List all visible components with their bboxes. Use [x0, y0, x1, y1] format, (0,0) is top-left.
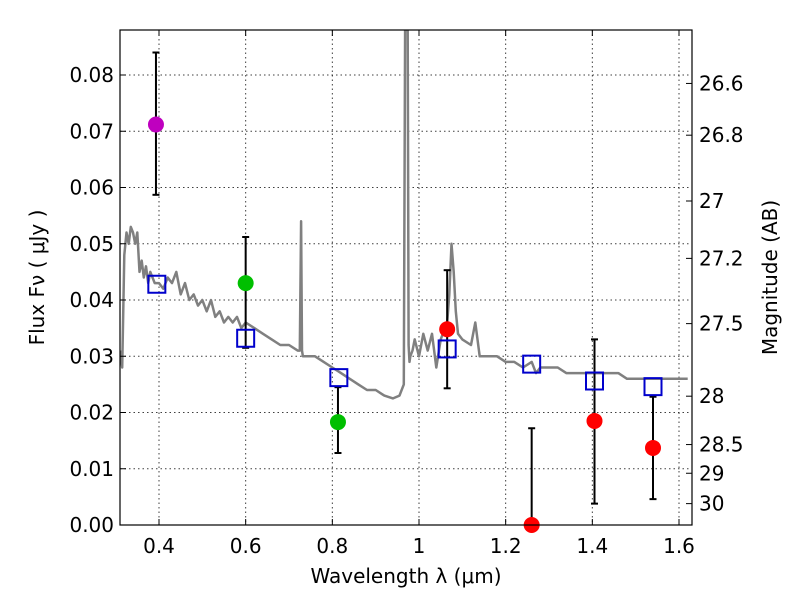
spectrum-line — [120, 30, 688, 400]
mag-tick-label: 26.8 — [699, 123, 744, 147]
axis-ticks: 0.4 0.6 0.8 1 1.2 1.4 1.6 0.00 0.01 0.02 0.03 0.04 0… — [69, 30, 744, 558]
model-square-marker — [236, 328, 256, 348]
mag-tick-label: 27 — [699, 189, 724, 213]
model-square-marker — [643, 377, 663, 397]
observed-point-marker — [329, 414, 346, 431]
y-axis-label: Flux Fν ( μJy ) — [25, 210, 49, 346]
observed-point-marker — [645, 439, 661, 456]
x-tick-label: 1 — [413, 534, 426, 558]
right-axis-label: Magnitude (AB) — [758, 200, 782, 355]
observed-point-marker — [147, 116, 164, 133]
mag-tick-label: 26.6 — [699, 71, 744, 95]
y-tick-label: 0.07 — [69, 119, 114, 143]
x-tick-label: 1.6 — [663, 534, 695, 558]
y-tick-label: 0.04 — [69, 288, 114, 312]
mag-tick-label: 30 — [699, 492, 724, 516]
y-tick-label: 0.03 — [69, 344, 114, 368]
y-tick-label: 0.05 — [69, 232, 114, 256]
x-axis-label: Wavelength λ (μm) — [310, 564, 501, 588]
x-tick-label: 0.6 — [230, 534, 262, 558]
observed-point-marker — [439, 321, 456, 338]
model-square-marker — [585, 371, 604, 391]
x-tick-label: 0.8 — [316, 534, 348, 558]
mag-tick-label: 29 — [699, 461, 724, 485]
x-tick-label: 1.4 — [576, 534, 608, 558]
plot-layer — [120, 30, 688, 400]
y-tick-label: 0.06 — [69, 176, 114, 200]
x-tick-label: 1.2 — [490, 534, 522, 558]
y-tick-label: 0.00 — [69, 513, 114, 537]
y-tick-label: 0.08 — [69, 63, 114, 87]
model-square-marker — [147, 274, 167, 294]
model-square-marker — [437, 339, 457, 359]
y-tick-label: 0.02 — [69, 401, 114, 425]
mag-tick-label: 28.5 — [699, 433, 744, 457]
y-tick-label: 0.01 — [69, 457, 114, 481]
grid-lines — [120, 30, 692, 525]
model-square-marker — [329, 368, 349, 388]
markers — [147, 116, 663, 533]
observed-point-marker — [586, 412, 603, 429]
plot-frame — [119, 29, 693, 526]
mag-tick-label: 28 — [699, 384, 724, 408]
model-square-marker — [522, 354, 542, 374]
mag-tick-label: 27.5 — [699, 312, 744, 336]
mag-tick-label: 27.2 — [699, 246, 744, 270]
x-tick-label: 0.4 — [143, 534, 175, 558]
observed-point-marker — [237, 275, 254, 292]
